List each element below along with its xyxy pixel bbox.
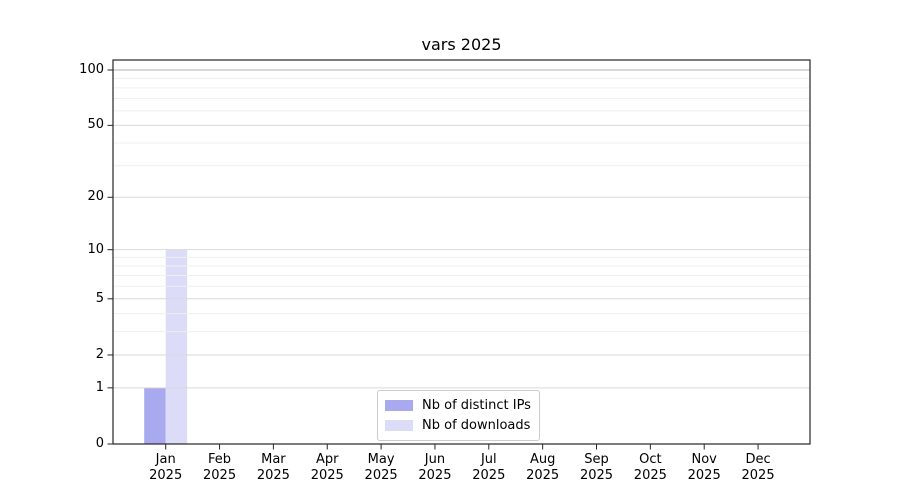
legend: Nb of distinct IPs Nb of downloads (377, 390, 540, 441)
y-tick-label-20: 20 (87, 189, 104, 205)
y-tick-label-0: 0 (95, 436, 104, 451)
y-tick-label-5: 5 (95, 290, 104, 306)
plot-spines (112, 59, 811, 445)
x-tick-label-apr: Apr 2025 (310, 452, 344, 483)
legend-swatch-downloads (385, 419, 413, 431)
y-tick-label-10: 10 (87, 241, 104, 257)
x-tick-label-feb: Feb 2025 (203, 452, 237, 483)
x-tick-label-dec: Dec 2025 (741, 452, 775, 483)
x-tick-label-nov: Nov 2025 (687, 452, 721, 483)
x-tick-label-jun: Jun 2025 (418, 452, 452, 483)
chart-title: vars 2025 (421, 35, 502, 54)
x-tick-label-oct: Oct 2025 (633, 452, 667, 483)
legend-label-downloads: Nb of downloads (422, 417, 531, 433)
y-tick-label-100: 100 (79, 62, 104, 77)
x-tick-label-sep: Sep 2025 (579, 452, 614, 483)
x-tick-label-aug: Aug 2025 (526, 452, 560, 483)
y-tick-label-1: 1 (95, 379, 104, 395)
bar-distinct-ips-jan (144, 387, 166, 444)
legend-swatch-distinct-ips (385, 399, 413, 411)
y-tick-label-2: 2 (95, 346, 104, 362)
legend-item-downloads: Nb of downloads (385, 417, 531, 433)
x-tick-label-jan: Jan 2025 (149, 452, 183, 483)
legend-label-distinct-ips: Nb of distinct IPs (422, 397, 531, 413)
x-tick-label-may: May 2025 (364, 452, 398, 483)
legend-item-distinct-ips: Nb of distinct IPs (385, 397, 531, 413)
y-tick-label-50: 50 (87, 117, 104, 133)
x-tick-label-mar: Mar 2025 (256, 452, 290, 483)
x-tick-label-jul: Jul 2025 (472, 452, 506, 483)
bar-downloads-jan (165, 249, 188, 444)
